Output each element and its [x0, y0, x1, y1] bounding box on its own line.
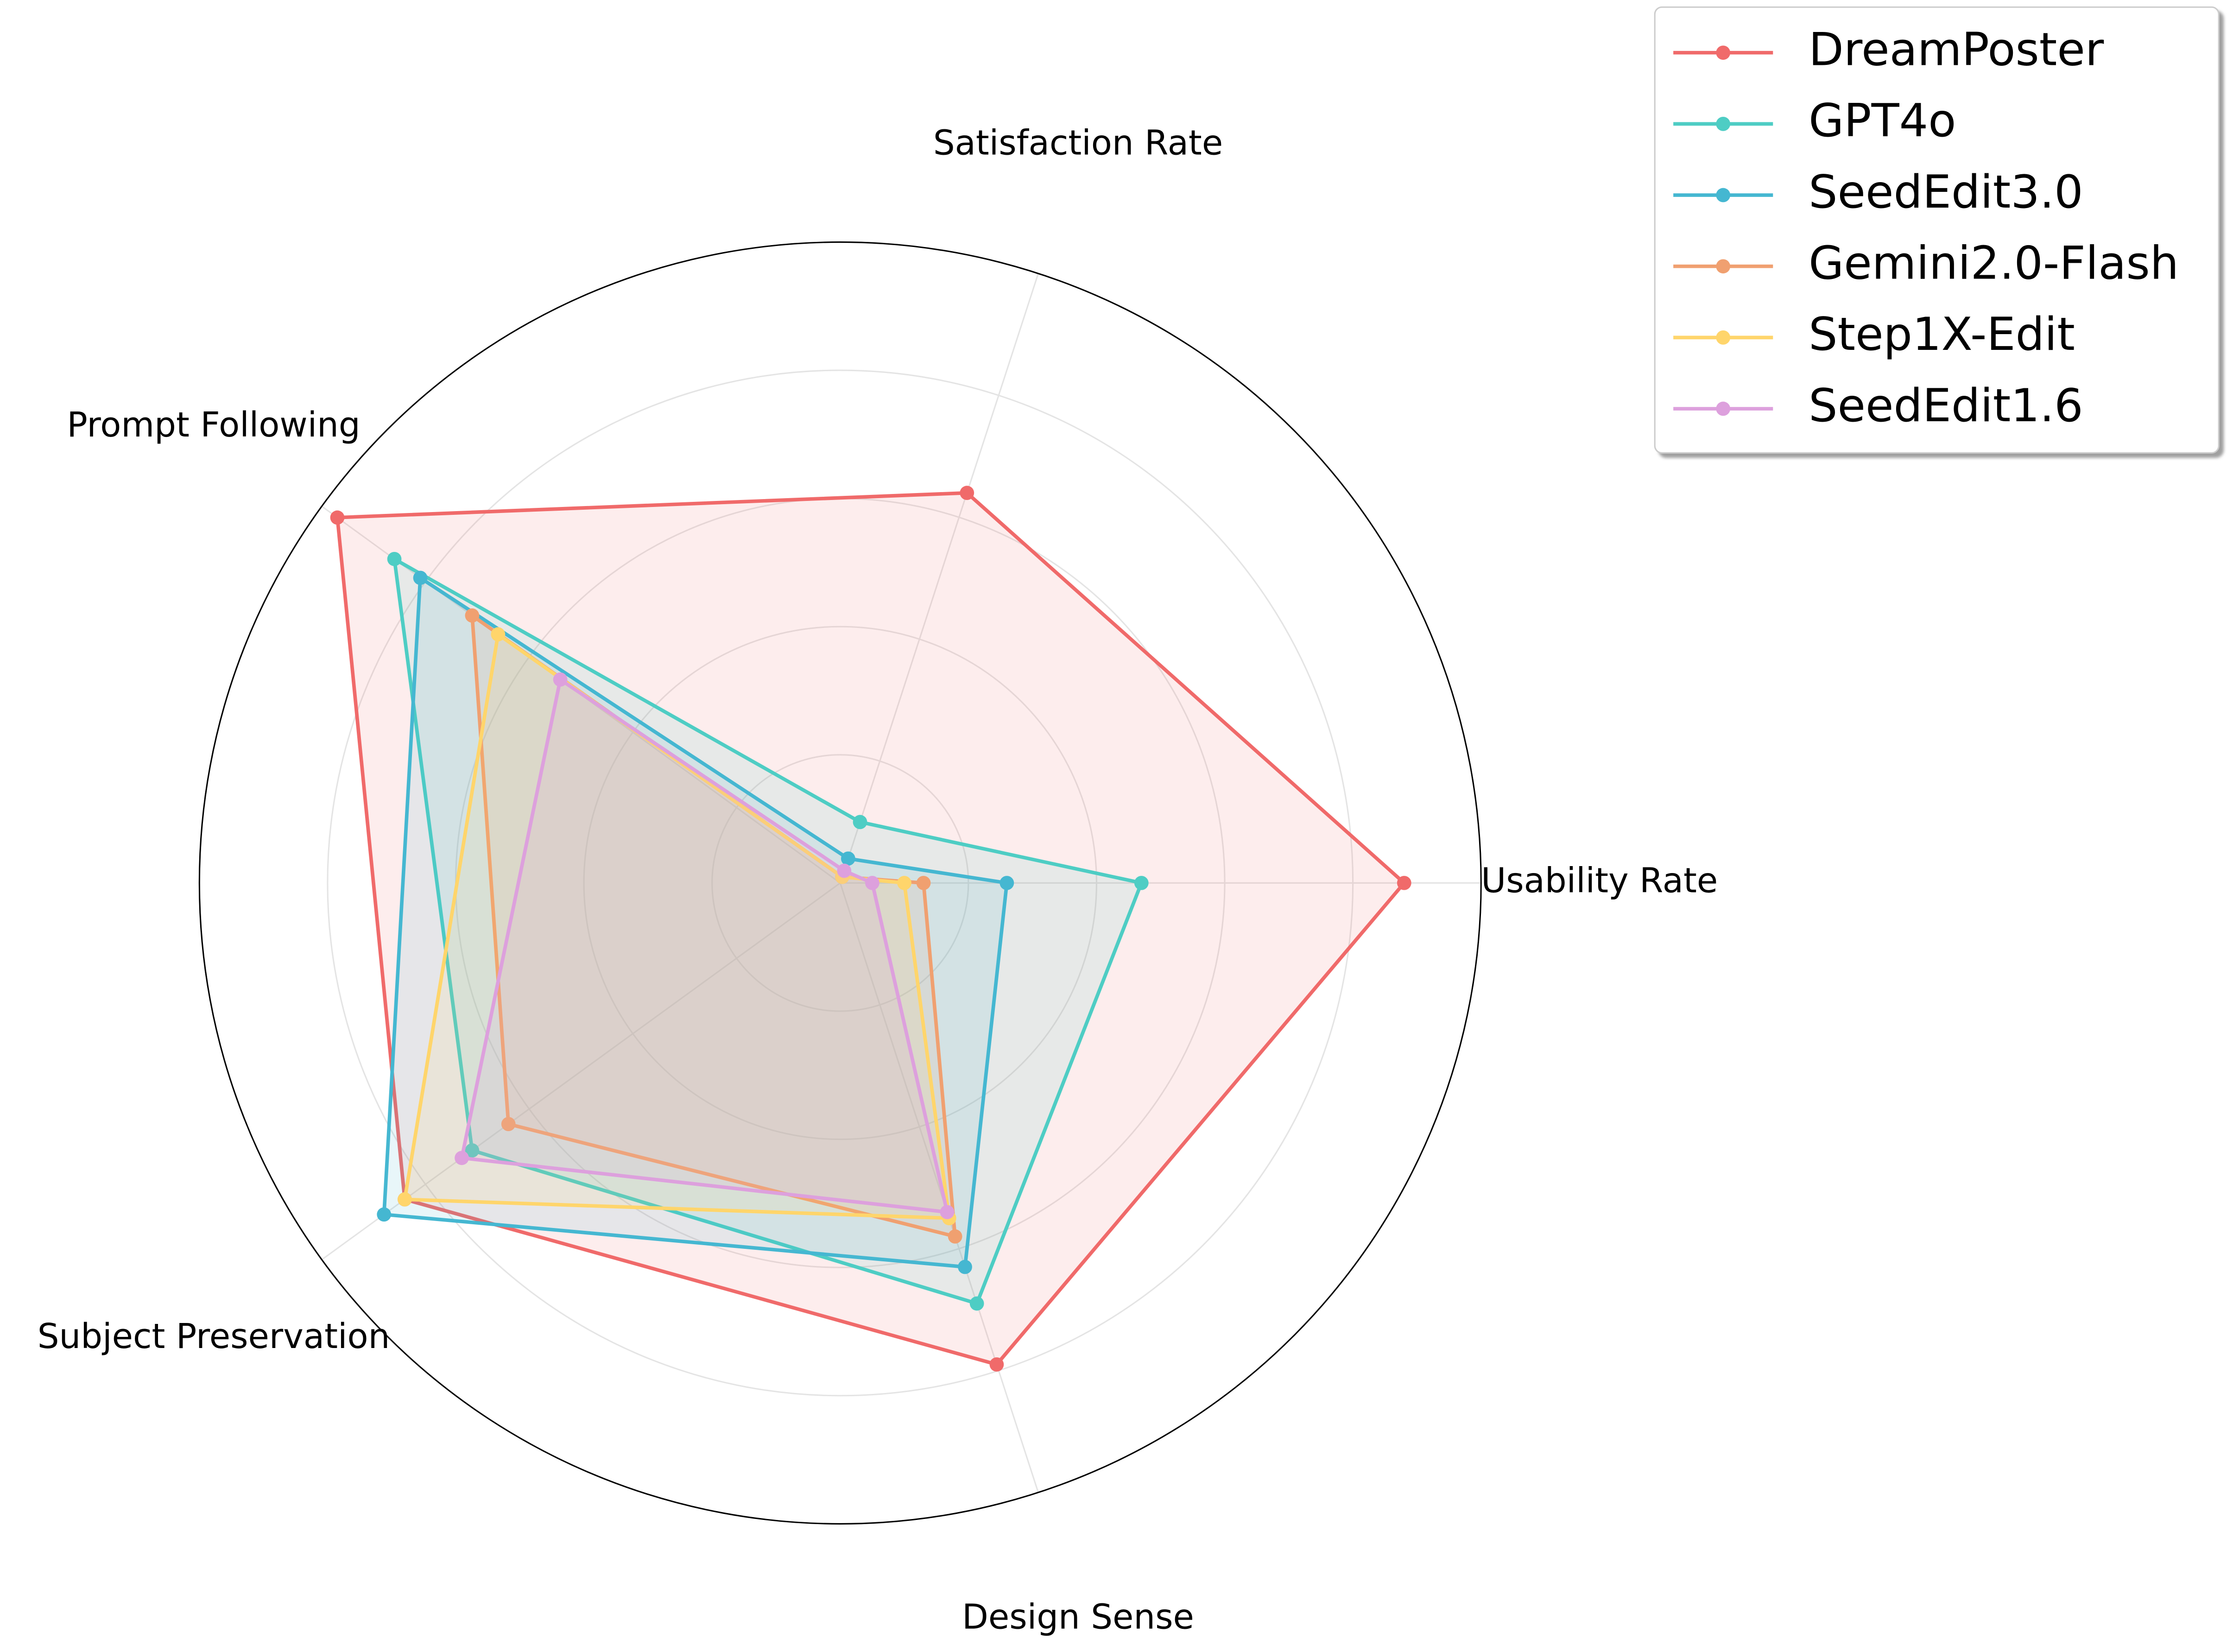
axis-spoke	[839, 273, 1039, 883]
axis-label: Satisfaction Rate	[933, 123, 1223, 163]
series-line	[402, 631, 951, 1220]
data-point	[940, 1205, 955, 1220]
outer-frame	[198, 241, 1482, 1525]
data-point	[916, 876, 931, 890]
data-point	[958, 1260, 972, 1274]
data-point	[398, 1192, 412, 1207]
series-area	[394, 559, 1142, 1304]
axis-label: Usability Rate	[1481, 861, 1718, 900]
data-point	[837, 863, 852, 878]
legend-label: DreamPoster	[1809, 24, 2104, 76]
series-area	[384, 577, 1007, 1267]
data-point	[387, 551, 402, 566]
axis-spoke	[839, 882, 1039, 1493]
data-point	[501, 1117, 516, 1132]
data-point	[969, 1296, 984, 1311]
legend-marker	[1716, 401, 1731, 416]
axis-label: Subject Preservation	[38, 1317, 390, 1356]
data-point	[465, 608, 480, 623]
data-point	[1397, 876, 1411, 890]
data-point	[989, 1357, 1004, 1372]
data-point	[377, 1207, 392, 1222]
data-point	[897, 876, 911, 890]
data-point	[841, 851, 855, 866]
series-area	[472, 615, 955, 1237]
data-point	[999, 876, 1014, 890]
data-point	[1134, 876, 1149, 890]
series-line	[335, 491, 1407, 1367]
legend-label: SeedEdit1.6	[1809, 380, 2083, 432]
data-point	[465, 1143, 480, 1158]
legend-label: SeedEdit3.0	[1809, 166, 2083, 219]
legend-marker	[1716, 117, 1731, 131]
legend-box	[1654, 6, 2220, 454]
data-point	[455, 1151, 469, 1165]
data-point	[865, 876, 879, 890]
series-area	[462, 679, 948, 1212]
series-line	[392, 556, 1144, 1306]
data-point	[853, 815, 867, 829]
legend-marker	[1716, 259, 1731, 274]
data-point	[960, 486, 974, 500]
legend-label: Gemini2.0-Flash	[1809, 237, 2179, 290]
data-point	[330, 510, 345, 525]
series-line	[382, 575, 1009, 1269]
axis-label: Prompt Following	[67, 405, 360, 445]
data-point	[948, 1229, 962, 1244]
data-point	[413, 570, 428, 585]
legend-marker	[1716, 330, 1731, 345]
axis-label: Design Sense	[962, 1597, 1194, 1637]
legend-label: GPT4o	[1809, 95, 1956, 147]
legend-marker	[1716, 45, 1731, 60]
legend-marker	[1716, 188, 1731, 203]
data-point	[491, 627, 506, 642]
data-point	[553, 672, 568, 687]
legend-label: Step1X-Edit	[1809, 308, 2075, 361]
